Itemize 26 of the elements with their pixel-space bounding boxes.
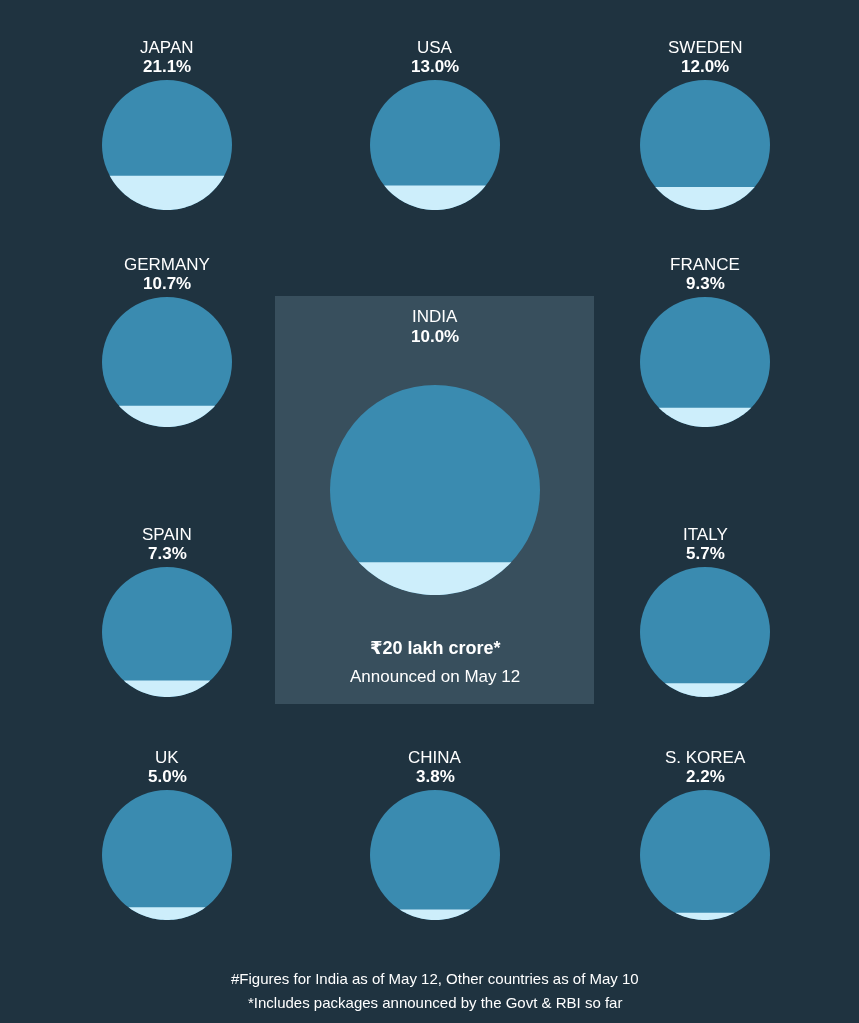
data-label: 3.8% [416, 767, 455, 786]
category-label: FRANCE [670, 255, 740, 274]
data-label: 21.1% [143, 57, 192, 76]
text: #Figures for India as of May 12, Other countries as of May 10 [231, 970, 639, 987]
category-label: SPAIN [142, 525, 192, 544]
category-label: SWEDEN [668, 38, 743, 57]
text: *Includes packages announced by the Govt & RBI so far [248, 994, 623, 1011]
category-label: GERMANY [124, 255, 210, 274]
category-label: USA [417, 38, 453, 57]
data-label: 7.3% [148, 544, 187, 563]
text: ₹20 lakh crore* [370, 638, 501, 658]
category-label: S. KOREA [665, 748, 746, 767]
category-label: UK [155, 748, 180, 767]
category-label: INDIA [412, 307, 458, 326]
data-label: 12.0% [681, 57, 730, 76]
data-label: 10.0% [411, 327, 460, 346]
data-label: 5.7% [686, 544, 725, 563]
category-label: CHINA [408, 748, 462, 767]
text: Announced on May 12 [350, 667, 521, 686]
data-label: 5.0% [148, 767, 187, 786]
data-label: 2.2% [686, 767, 725, 786]
data-label: 10.7% [143, 274, 192, 293]
category-label: ITALY [683, 525, 728, 544]
category-label: JAPAN [140, 38, 194, 57]
data-label: 9.3% [686, 274, 725, 293]
data-label: 13.0% [411, 57, 460, 76]
